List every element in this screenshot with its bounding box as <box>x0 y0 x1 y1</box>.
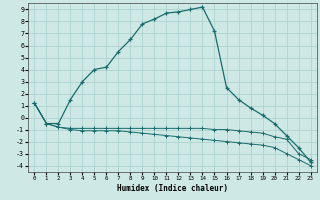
X-axis label: Humidex (Indice chaleur): Humidex (Indice chaleur) <box>117 184 228 193</box>
